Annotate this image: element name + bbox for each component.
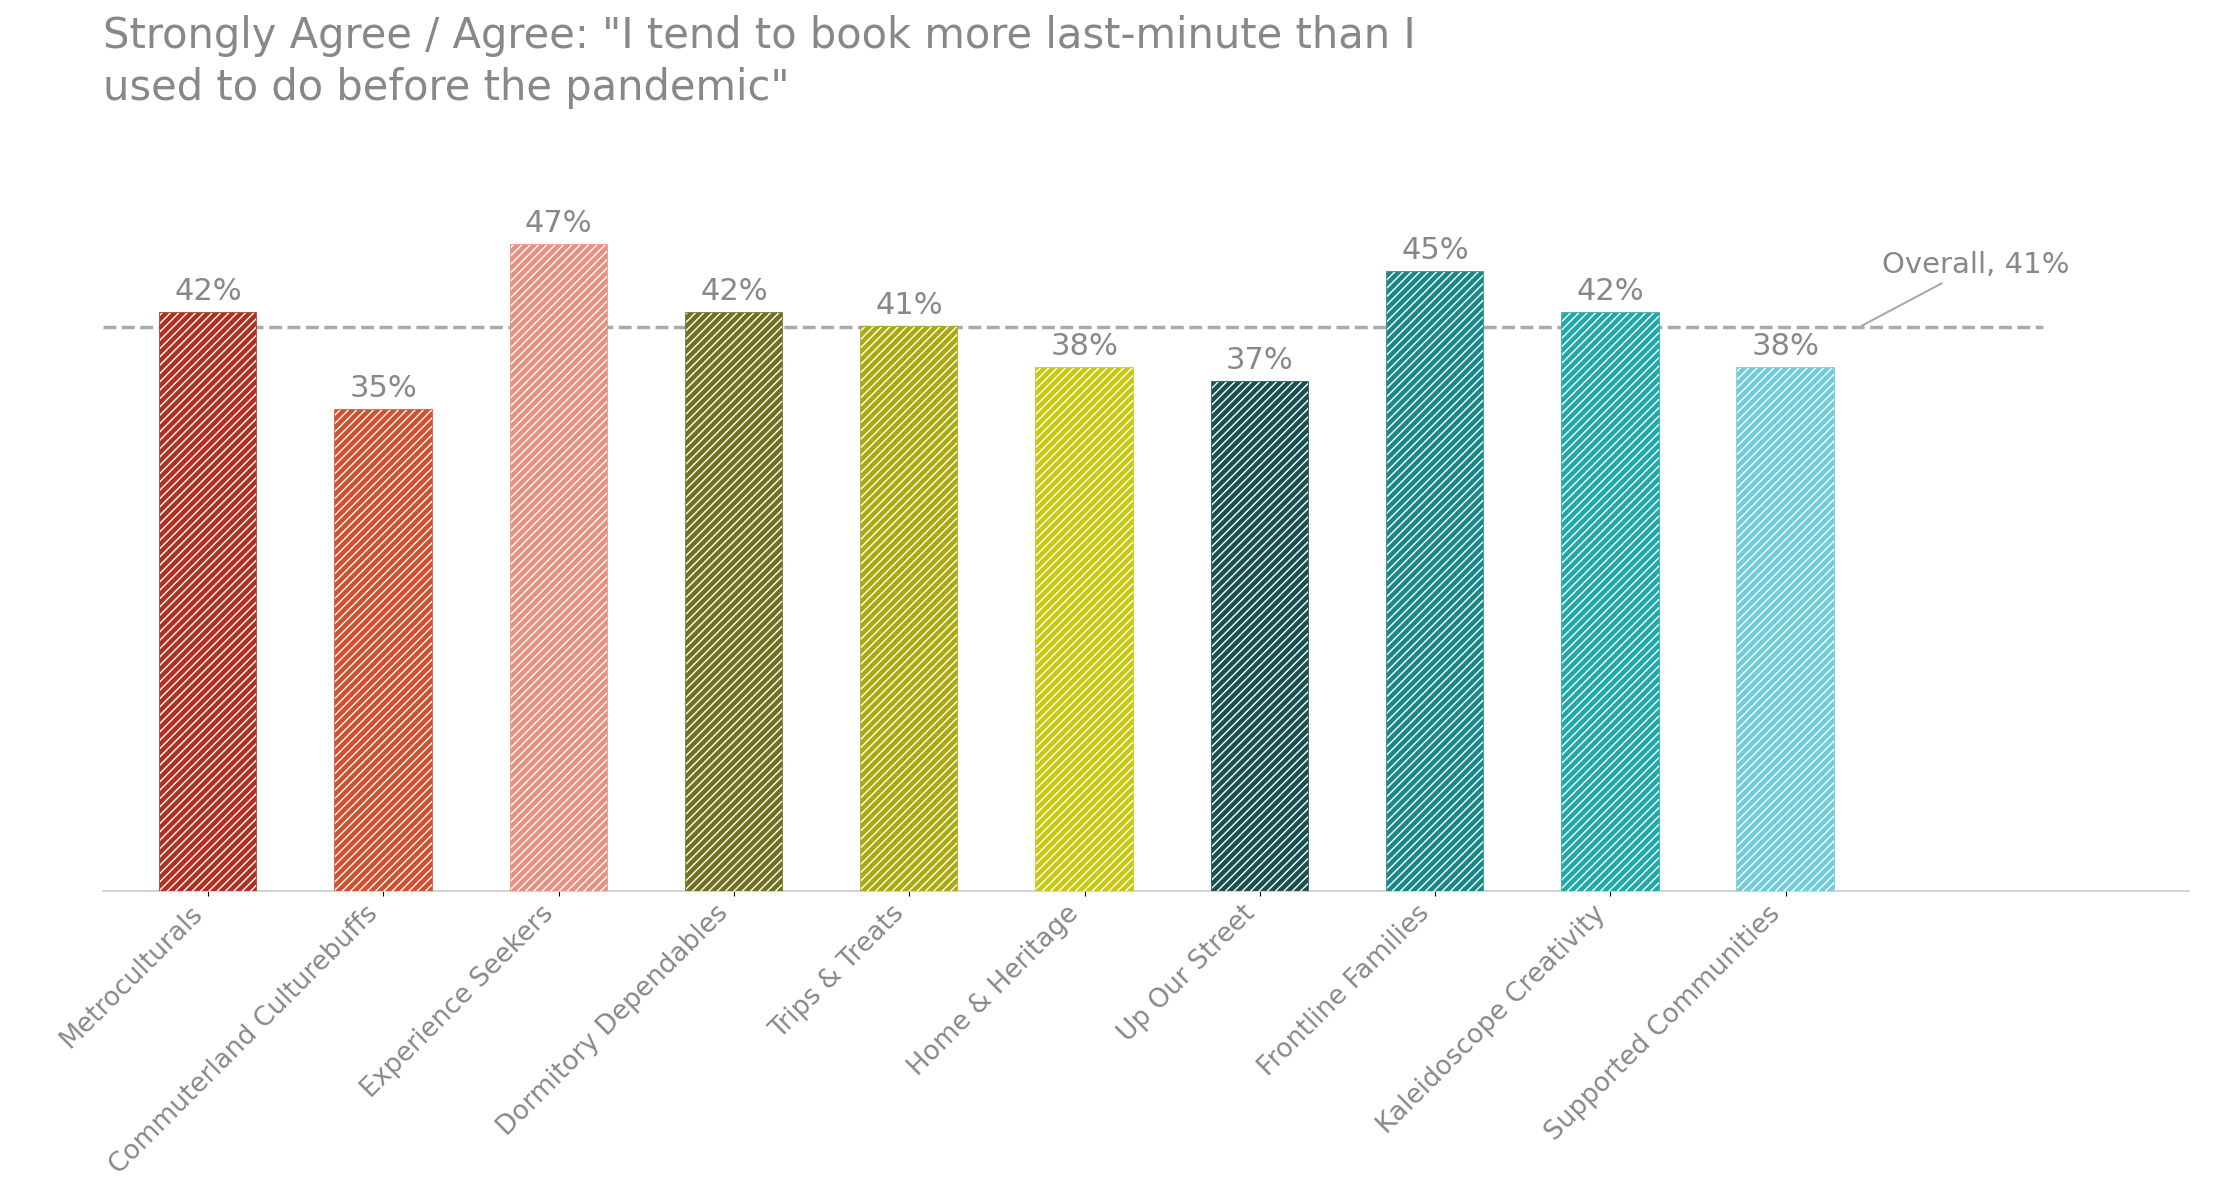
- Bar: [510, 245, 608, 891]
- Bar: [1387, 272, 1483, 891]
- Bar: [686, 313, 781, 891]
- Text: 37%: 37%: [1227, 346, 1293, 375]
- Text: 38%: 38%: [1752, 332, 1819, 362]
- Bar: [686, 313, 781, 891]
- Bar: [160, 313, 256, 891]
- Bar: [1037, 368, 1133, 891]
- Text: Overall, 41%: Overall, 41%: [1861, 251, 2070, 326]
- Bar: [1563, 313, 1658, 891]
- Bar: [861, 327, 957, 891]
- Text: 35%: 35%: [349, 374, 416, 402]
- Text: 38%: 38%: [1051, 332, 1117, 362]
- Bar: [336, 410, 432, 891]
- Bar: [1387, 272, 1483, 891]
- Bar: [1211, 382, 1309, 891]
- Bar: [510, 245, 608, 891]
- Text: 42%: 42%: [174, 277, 243, 307]
- Bar: [1037, 368, 1133, 891]
- Bar: [861, 327, 957, 891]
- Bar: [1211, 382, 1309, 891]
- Bar: [160, 313, 256, 891]
- Text: 42%: 42%: [1576, 277, 1645, 307]
- Text: 42%: 42%: [701, 277, 768, 307]
- Bar: [1739, 368, 1834, 891]
- Bar: [336, 410, 432, 891]
- Bar: [1739, 368, 1834, 891]
- Text: 41%: 41%: [875, 291, 944, 320]
- Text: 45%: 45%: [1400, 236, 1469, 265]
- Bar: [1563, 313, 1658, 891]
- Text: Strongly Agree / Agree: "I tend to book more last-minute than I
used to do befor: Strongly Agree / Agree: "I tend to book …: [102, 16, 1416, 109]
- Text: 47%: 47%: [525, 209, 592, 238]
